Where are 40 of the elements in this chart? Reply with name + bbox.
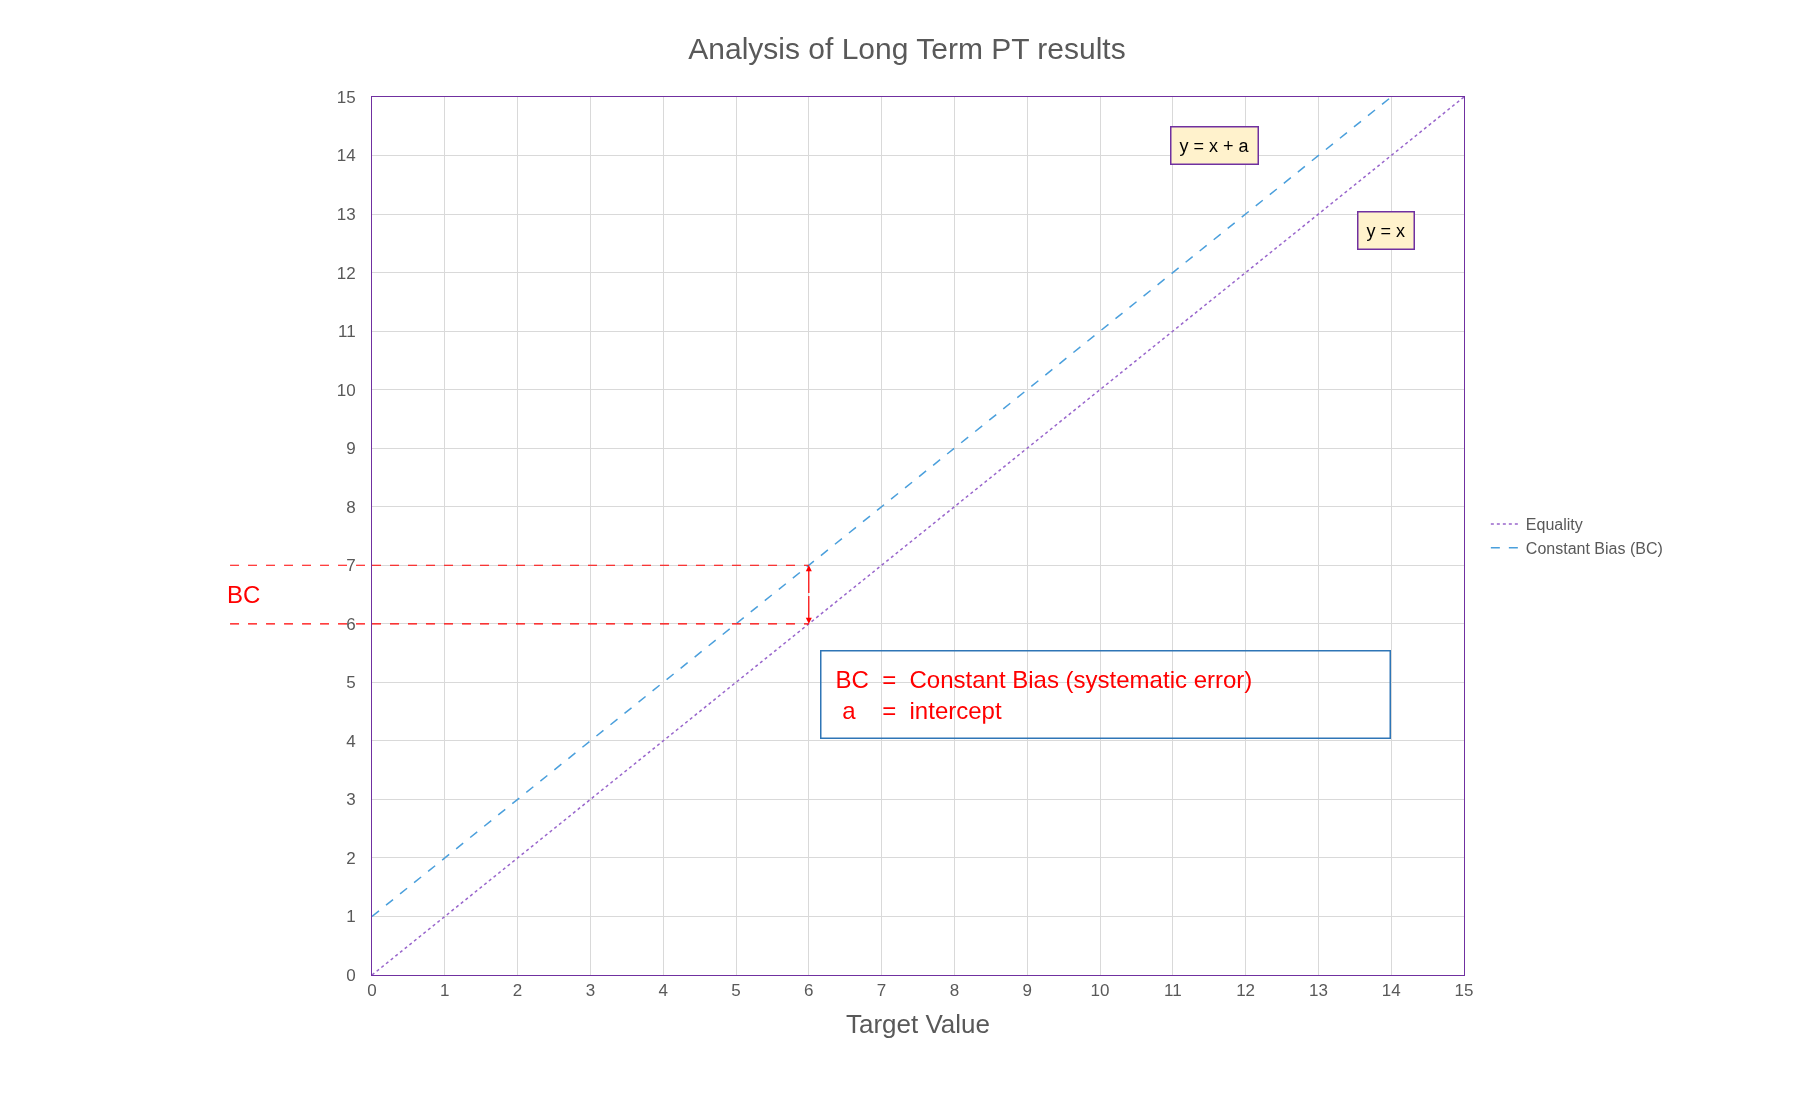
y-tick-label: 10	[336, 380, 356, 400]
x-tick-label: 11	[1163, 981, 1182, 1001]
x-tick-label: 0	[367, 981, 377, 1001]
annotation: y = x + a	[1179, 135, 1250, 156]
y-tick-label: 9	[346, 439, 356, 459]
y-tick-label: 1	[346, 907, 356, 927]
y-tick-label: 12	[336, 263, 356, 283]
x-tick-label: 12	[1236, 981, 1256, 1001]
y-tick-label: 2	[346, 848, 356, 868]
x-tick-label: 1	[440, 981, 450, 1001]
x-tick-label: 5	[731, 981, 741, 1001]
y-tick-label: 14	[336, 146, 356, 166]
text: BC	[227, 581, 261, 608]
legend-label: Equality	[1525, 516, 1583, 534]
x-tick-label: 4	[658, 981, 668, 1001]
x-tick-label: 7	[876, 981, 887, 1001]
x-tick-label: 14	[1381, 981, 1401, 1001]
y-tick-label: 15	[336, 87, 356, 107]
y-tick-label: 5	[346, 673, 356, 693]
y-tick-label: 3	[346, 790, 356, 810]
y-tick-label: 6	[346, 614, 356, 634]
x-tick-label: 3	[585, 981, 596, 1001]
x-axis-title: Target Value	[845, 1009, 991, 1040]
x-tick-label: 13	[1308, 981, 1328, 1001]
x-tick-label: 6	[804, 981, 814, 1001]
y-tick-label: 0	[346, 965, 356, 985]
x-tick-label: 8	[949, 981, 960, 1001]
y-tick-label: 13	[336, 205, 356, 225]
y-tick-label: 4	[346, 731, 356, 751]
annotation: BC = Constant Bias (systematic error) a = intercept	[835, 665, 1253, 724]
x-tick-label: 10	[1090, 981, 1110, 1001]
y-tick-label: 8	[346, 497, 356, 517]
y-tick-label: 7	[346, 556, 356, 576]
y-tick-label: 11	[337, 322, 356, 342]
x-tick-label: 2	[512, 981, 523, 1001]
x-tick-label: 9	[1022, 981, 1032, 1001]
x-tick-label: 15	[1454, 981, 1474, 1001]
chart-title: Analysis of Long Term PT results	[688, 32, 1126, 66]
annotation: y = x	[1366, 220, 1406, 241]
legend-label: Constant Bias (BC)	[1525, 539, 1663, 557]
